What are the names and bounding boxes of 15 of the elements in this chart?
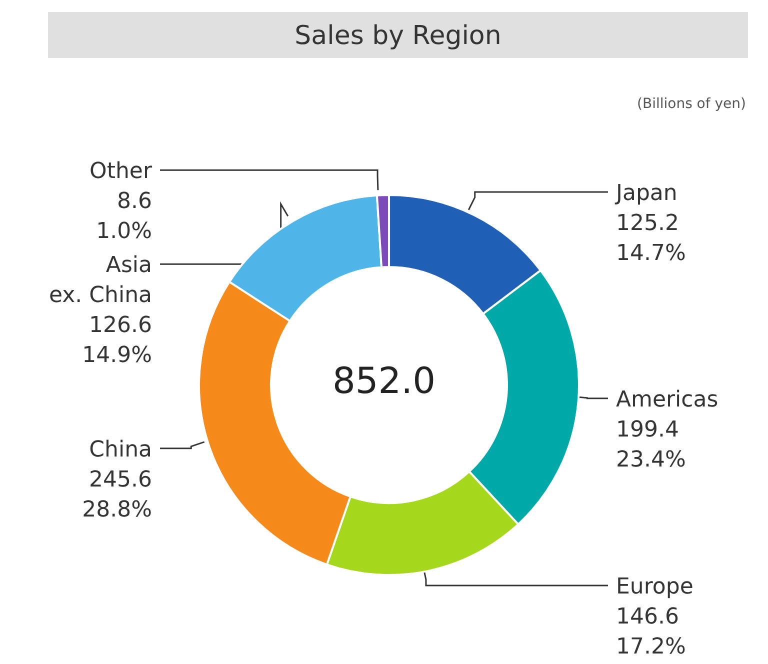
data-label: 199.4 23.4% xyxy=(616,417,686,472)
slice-label: Europe xyxy=(616,574,694,600)
data-label: 125.2 14.7% xyxy=(616,210,686,266)
chart-title: Sales by Region xyxy=(294,21,502,51)
data-label: 126.6 14.9% xyxy=(82,313,152,368)
slice-label: Other xyxy=(90,159,153,184)
slice-label: Americas xyxy=(616,387,718,412)
data-label: 146.6 17.2% xyxy=(616,604,686,660)
slice-label: Asia ex. China xyxy=(49,253,152,308)
data-label: 245.6 28.8% xyxy=(82,467,152,522)
data-label: 8.6 1.0% xyxy=(96,189,152,244)
text: 852.0 xyxy=(332,361,436,402)
chart-subtitle: (Billions of yen) xyxy=(637,96,746,112)
slice-label: Japan xyxy=(614,180,678,206)
slice-label: China xyxy=(89,437,152,462)
